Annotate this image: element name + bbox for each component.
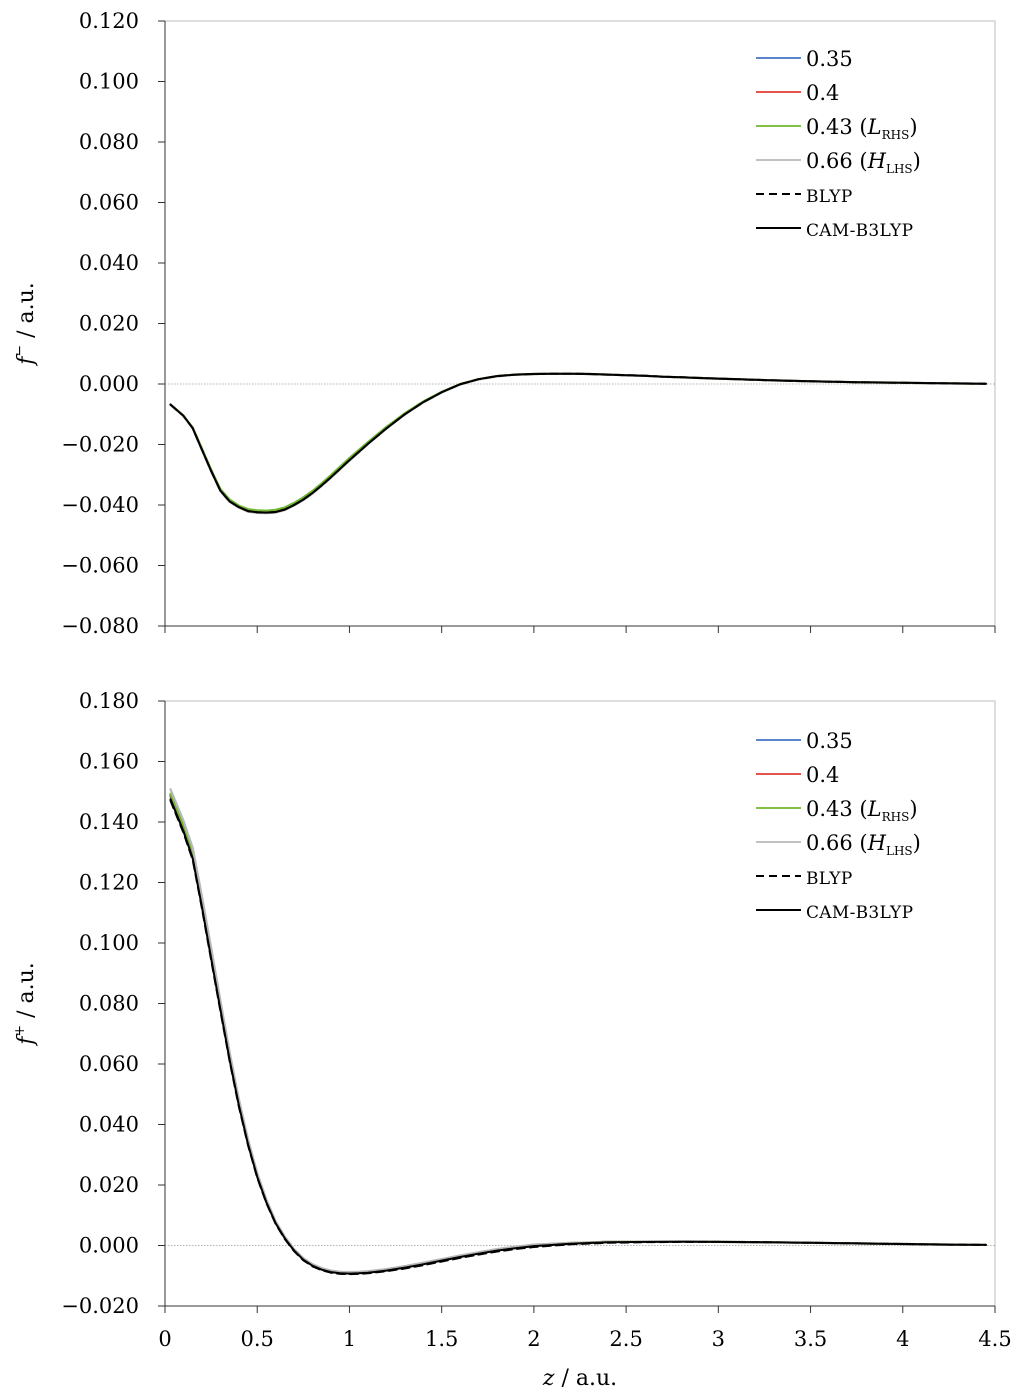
legend-label: 0.35 [806, 47, 853, 71]
legend-label: 0.43 (LRHS) [806, 797, 918, 824]
y-tick-label: −0.060 [61, 554, 139, 578]
legend-label: CAM-B3LYP [806, 903, 913, 923]
series-line-0-35 [169, 795, 987, 1275]
series-line-0-4 [169, 372, 987, 514]
y-tick-label: −0.080 [61, 614, 139, 638]
y-tick-label: 0.120 [79, 9, 139, 33]
legend-label: 0.66 (HLHS) [806, 149, 921, 176]
x-tick-label: 2.5 [609, 1327, 642, 1351]
plot-frame [164, 700, 996, 1307]
series-line-0-4 [169, 793, 987, 1274]
legend-label: 0.4 [806, 81, 839, 105]
y-tick-label: 0.060 [79, 191, 139, 215]
y-tick-label: 0.060 [79, 1052, 139, 1076]
y-tick-label: 0.120 [79, 871, 139, 895]
series-line-blyp [169, 372, 987, 514]
series-line-cam-b3lyp [169, 798, 987, 1275]
y-tick-label: 0.140 [79, 810, 139, 834]
x-tick-label: 3.5 [794, 1327, 827, 1351]
y-axis-title: f+ / a.u. [12, 962, 39, 1047]
legend-label: 0.66 (HLHS) [806, 831, 921, 858]
y-tick-label: 0.080 [79, 130, 139, 154]
series-line-0-43-l-rhs- [169, 372, 987, 512]
y-tick-label: 0.040 [79, 251, 139, 275]
y-tick-label: 0.020 [79, 312, 139, 336]
series-line-0-66-h-lhs- [169, 788, 987, 1274]
y-tick-label: 0.180 [79, 689, 139, 713]
legend: 0.35 0.4 0.43 (LRHS) 0.66 (HLHS) BLYP CAM-B3L… [756, 729, 921, 923]
y-tick-label: 0.100 [79, 931, 139, 955]
panel-f-plus: −0.020 0.000 0.020 0.040 0.060 0.080 0.100 0.12… [12, 689, 1012, 1351]
y-tick-label: 0.080 [79, 992, 139, 1016]
x-tick-label: 3 [712, 1327, 725, 1351]
x-tick-label: 1.5 [425, 1327, 458, 1351]
legend-label: 0.4 [806, 763, 839, 787]
x-tick-label: 0.5 [241, 1327, 274, 1351]
y-axis-title: f− / a.u. [12, 282, 39, 367]
y-tick-label: 0.000 [79, 1234, 139, 1258]
x-tick-label: 1 [343, 1327, 356, 1351]
y-tick-label: 0.000 [79, 372, 139, 396]
x-tick-label: 2 [527, 1327, 540, 1351]
y-tick-label: 0.040 [79, 1113, 139, 1137]
y-tick-label: −0.020 [61, 433, 139, 457]
legend-label: BLYP [806, 869, 853, 889]
series-line-0-43-l-rhs- [169, 792, 987, 1274]
series-line-0-66-h-lhs- [169, 372, 987, 515]
legend-label: 0.43 (LRHS) [806, 115, 918, 142]
y-tick-label: 0.160 [79, 750, 139, 774]
legend-label: CAM-B3LYP [806, 221, 913, 241]
y-tick-label: 0.020 [79, 1173, 139, 1197]
x-tick-label: 4.5 [978, 1327, 1011, 1351]
y-tick-label: −0.040 [61, 493, 139, 517]
series-line-blyp [169, 799, 987, 1276]
panel-f-minus: −0.080 −0.060 −0.040 −0.020 0.000 0.020 0.040 0… [12, 9, 996, 638]
series-line-0-35 [169, 372, 987, 514]
x-axis-title: z / a.u. [542, 1366, 617, 1391]
plot-frame [164, 20, 996, 627]
x-tick-label: 0 [158, 1327, 171, 1351]
legend-label: BLYP [806, 187, 853, 207]
x-tick-label: 4 [896, 1327, 909, 1351]
legend-label: 0.35 [806, 729, 853, 753]
legend: 0.35 0.4 0.43 (LRHS) 0.66 (HLHS) BLYP CAM-B3L… [756, 47, 921, 241]
y-tick-label: 0.100 [79, 70, 139, 94]
y-tick-label: −0.020 [61, 1294, 139, 1318]
series-line-cam-b3lyp [169, 372, 987, 514]
